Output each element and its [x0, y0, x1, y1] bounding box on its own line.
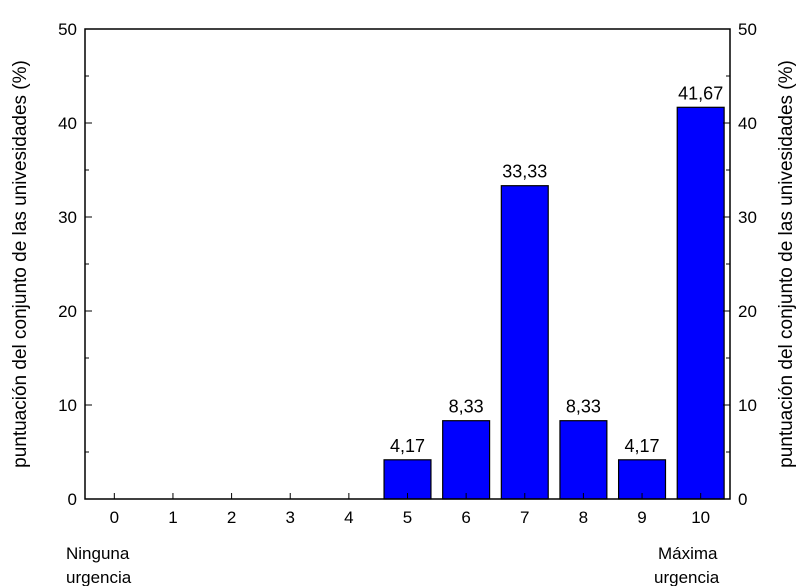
x-note-left-line2: urgencia — [66, 568, 132, 586]
y-tick-label-left-50: 50 — [58, 20, 77, 39]
x-note-left-line1: Ninguna — [66, 544, 130, 563]
x-tick-label-2: 2 — [227, 508, 236, 527]
bar-6 — [442, 420, 491, 500]
bars-layer — [383, 106, 725, 500]
data-labels-layer: 4,17 8,33 33,33 8,33 4,17 41,67 — [390, 83, 723, 456]
x-tick-label-0: 0 — [110, 508, 119, 527]
y-tick-label-right-10: 10 — [738, 396, 757, 415]
x-tick-label-4: 4 — [344, 508, 353, 527]
y-tick-label-right-40: 40 — [738, 114, 757, 133]
x-note-right-line2: urgencia — [654, 568, 720, 586]
x-tick-label-6: 6 — [461, 508, 470, 527]
x-tick-label-7: 7 — [520, 508, 529, 527]
x-tick-label-5: 5 — [403, 508, 412, 527]
x-tick-label-10: 10 — [691, 508, 710, 527]
x-tick-label-9: 9 — [637, 508, 646, 527]
y-tick-label-left-40: 40 — [58, 114, 77, 133]
x-tick-label-1: 1 — [168, 508, 177, 527]
data-label-8: 8,33 — [566, 397, 601, 417]
y-tick-label-left-30: 30 — [58, 208, 77, 227]
data-label-10: 41,67 — [678, 83, 723, 103]
bar-8 — [559, 420, 608, 500]
ticks-layer — [85, 28, 730, 500]
y-tick-label-left-10: 10 — [58, 396, 77, 415]
y-tick-label-left-0: 0 — [68, 490, 77, 509]
plot-frame — [84, 28, 731, 500]
y-tick-label-right-0: 0 — [738, 490, 747, 509]
x-note-right-line1: Máxima — [658, 544, 718, 563]
data-label-9: 4,17 — [625, 436, 660, 456]
bar-10 — [676, 106, 725, 500]
y-axis-title-right: puntuación del conjunto de las univesida… — [776, 60, 796, 468]
bar-7 — [500, 185, 549, 500]
y-tick-label-left-20: 20 — [58, 302, 77, 321]
tick-labels-layer: 0 1 2 3 4 5 6 7 8 9 10 0 0 10 10 20 20 30 30 40 40 50 50 — [58, 20, 757, 527]
data-label-5: 4,17 — [390, 436, 425, 456]
y-tick-label-right-50: 50 — [738, 20, 757, 39]
bar-9 — [617, 459, 667, 500]
y-tick-label-right-30: 30 — [738, 208, 757, 227]
data-label-6: 8,33 — [449, 397, 484, 417]
y-tick-label-right-20: 20 — [738, 302, 757, 321]
data-label-7: 33,33 — [502, 162, 547, 182]
bar-5 — [383, 459, 432, 500]
x-tick-label-3: 3 — [285, 508, 294, 527]
x-tick-label-8: 8 — [579, 508, 588, 527]
y-axis-title-left: puntuación del conjunto de las univesida… — [10, 60, 31, 468]
